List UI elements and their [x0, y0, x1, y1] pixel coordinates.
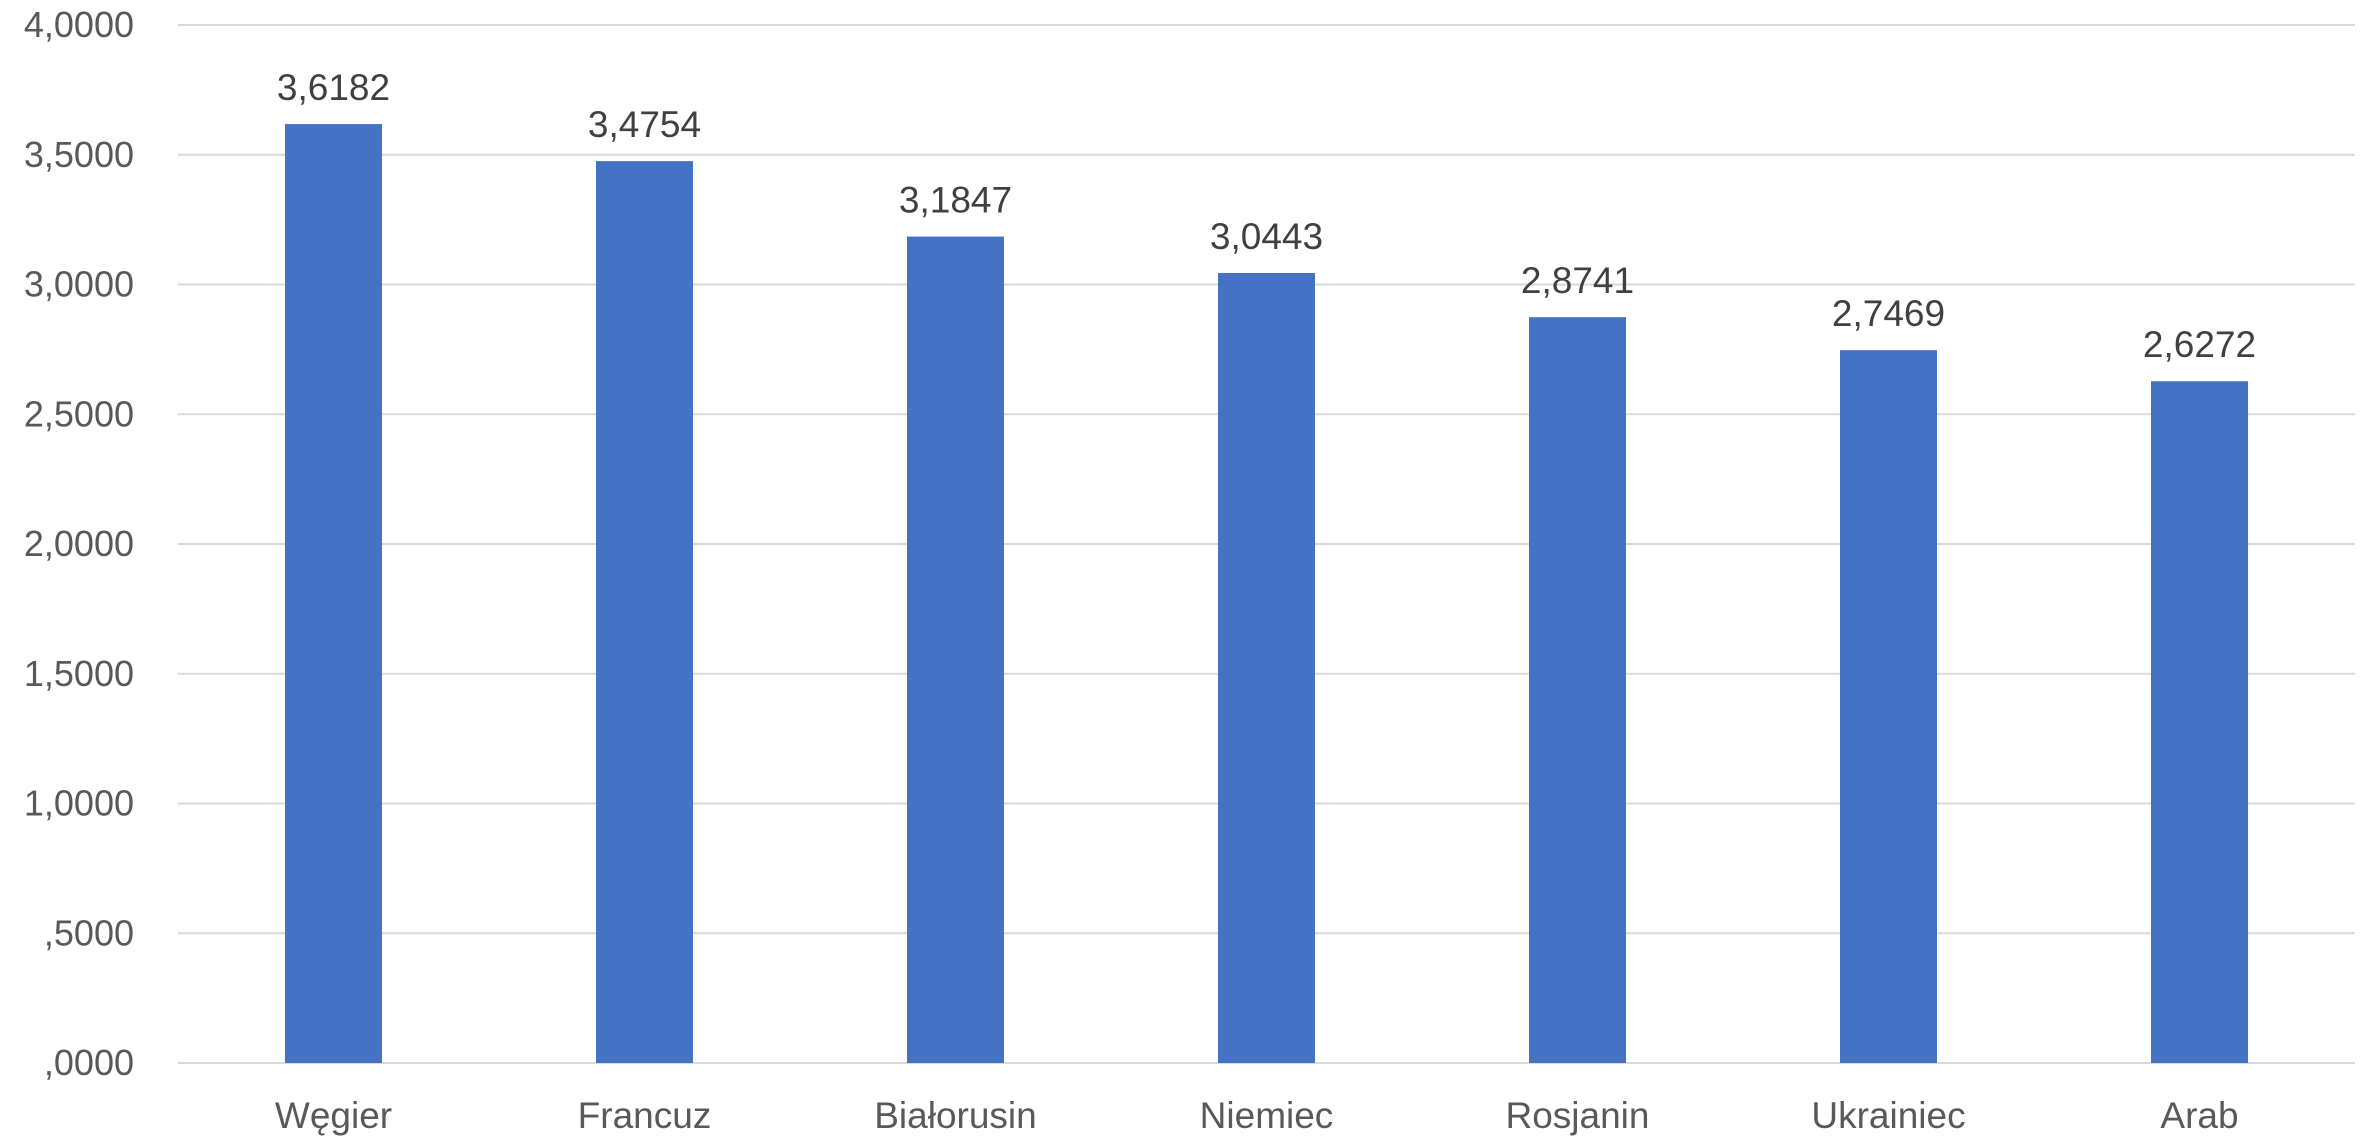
bar-value-label: 3,0443: [1210, 216, 1323, 257]
data-labels: 3,6182 3,4754 3,1847 3,0443 2,8741 2,7469 2,62…: [277, 67, 2256, 365]
bar-value-label: 3,1847: [899, 180, 1012, 221]
y-tick-label: 3,0000: [24, 264, 134, 305]
bar: [1840, 350, 1937, 1063]
bar: [285, 124, 382, 1064]
bar: [1218, 273, 1315, 1063]
y-tick-label: 4,0000: [24, 4, 134, 45]
bars: [285, 124, 2248, 1064]
bar-value-label: 3,6182: [277, 67, 390, 108]
bar-value-label: 2,8741: [1521, 260, 1634, 301]
bar-value-label: 2,7469: [1832, 293, 1945, 334]
y-tick-label: ,0000: [44, 1042, 134, 1083]
x-category-label: Francuz: [578, 1095, 712, 1136]
x-category-label: Białorusin: [874, 1095, 1036, 1136]
x-axis-category-labels: Węgier Francuz Białorusin Niemiec Rosjanin Uk…: [275, 1095, 2239, 1136]
y-tick-label: 3,5000: [24, 134, 134, 175]
bar: [907, 236, 1004, 1064]
y-axis-tick-labels: ,0000 ,5000 1,0000 1,5000 2,0000 2,5000 3,0000…: [24, 4, 134, 1083]
x-category-label: Węgier: [275, 1095, 392, 1136]
y-tick-label: 1,0000: [24, 783, 134, 824]
y-tick-label: ,5000: [44, 912, 134, 953]
bar: [1529, 317, 1626, 1064]
bar: [2151, 381, 2248, 1064]
y-tick-label: 2,5000: [24, 393, 134, 434]
x-category-label: Rosjanin: [1506, 1095, 1650, 1136]
bar-value-label: 3,4754: [588, 104, 701, 145]
x-category-label: Niemiec: [1200, 1095, 1334, 1136]
y-tick-label: 1,5000: [24, 653, 134, 694]
bar-value-label: 2,6272: [2143, 324, 2256, 365]
bar: [596, 161, 693, 1064]
x-category-label: Ukrainiec: [1811, 1095, 1965, 1136]
y-tick-label: 2,0000: [24, 523, 134, 564]
x-category-label: Arab: [2160, 1095, 2238, 1136]
